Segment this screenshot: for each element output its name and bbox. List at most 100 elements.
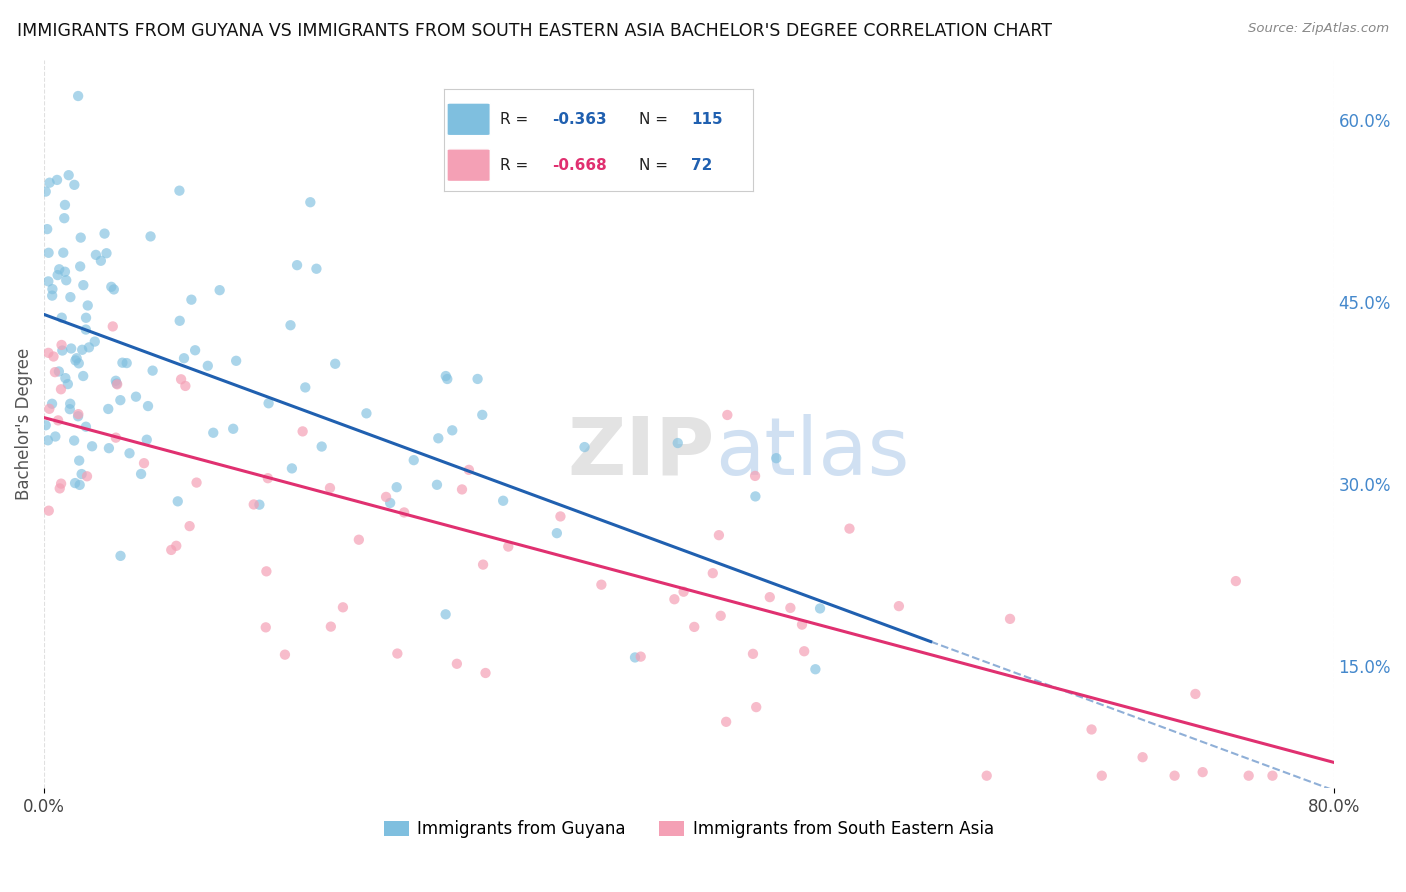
Point xyxy=(46,268,69,282)
Point xyxy=(441,423,464,437)
Point xyxy=(186,475,208,490)
Point xyxy=(179,519,201,533)
Point xyxy=(887,599,910,614)
Point xyxy=(173,351,195,366)
Point xyxy=(492,493,515,508)
Point xyxy=(630,649,652,664)
Point xyxy=(392,505,415,519)
Point xyxy=(434,607,457,622)
Point xyxy=(169,314,191,328)
Point xyxy=(380,496,402,510)
Point xyxy=(56,377,79,392)
Point xyxy=(257,471,280,485)
Point xyxy=(97,441,120,455)
Point xyxy=(53,211,76,226)
Point xyxy=(457,463,479,477)
Point xyxy=(474,665,496,680)
Point xyxy=(103,282,125,296)
Point xyxy=(319,619,342,633)
Point xyxy=(110,393,132,408)
Point xyxy=(63,434,86,448)
Point xyxy=(745,700,768,714)
Point xyxy=(69,230,91,244)
Point xyxy=(49,476,72,491)
Point xyxy=(707,528,730,542)
Point xyxy=(385,480,408,494)
Point xyxy=(779,600,801,615)
Point xyxy=(44,429,66,443)
Point xyxy=(222,422,245,436)
Point xyxy=(257,396,280,410)
Point xyxy=(90,253,112,268)
Point xyxy=(1163,769,1185,783)
Point xyxy=(280,318,302,333)
Point xyxy=(65,353,87,368)
Point xyxy=(702,566,724,581)
Point xyxy=(169,184,191,198)
Point xyxy=(97,401,120,416)
Point xyxy=(759,590,782,604)
Legend: Immigrants from Guyana, Immigrants from South Eastern Asia: Immigrants from Guyana, Immigrants from … xyxy=(377,814,1000,845)
Point xyxy=(76,469,98,483)
Text: ZIP: ZIP xyxy=(568,414,714,491)
Point xyxy=(80,439,103,453)
Point xyxy=(254,620,277,634)
Point xyxy=(37,346,59,360)
Point xyxy=(136,399,159,413)
Point xyxy=(37,274,59,288)
Point xyxy=(48,364,70,378)
Point xyxy=(472,558,495,572)
Point xyxy=(672,584,695,599)
Point xyxy=(1132,750,1154,764)
Point xyxy=(666,436,689,450)
Point xyxy=(427,431,450,445)
Point xyxy=(387,647,409,661)
Point xyxy=(105,376,128,391)
Point xyxy=(446,657,468,671)
Point xyxy=(67,407,90,421)
Point xyxy=(59,397,82,411)
Point xyxy=(402,453,425,467)
Point xyxy=(664,592,686,607)
Point xyxy=(38,176,60,190)
Point xyxy=(70,343,93,357)
Point xyxy=(105,377,128,392)
Point xyxy=(765,451,787,466)
Point xyxy=(804,662,827,676)
Point xyxy=(716,408,738,422)
Point xyxy=(75,419,97,434)
Y-axis label: Bachelor's Degree: Bachelor's Degree xyxy=(15,348,32,500)
Point xyxy=(332,600,354,615)
Point xyxy=(714,714,737,729)
Point xyxy=(208,283,231,297)
Point xyxy=(60,342,83,356)
Point xyxy=(67,453,90,467)
Point xyxy=(49,382,72,396)
Point xyxy=(115,356,138,370)
Point xyxy=(67,89,90,103)
Point xyxy=(294,380,316,394)
Point xyxy=(48,482,70,496)
Point xyxy=(436,372,458,386)
Point xyxy=(976,769,998,783)
Point xyxy=(434,369,457,384)
Point xyxy=(96,246,118,260)
Point xyxy=(225,353,247,368)
Point xyxy=(44,365,66,379)
Point xyxy=(110,549,132,563)
Point xyxy=(38,504,60,518)
Point xyxy=(471,408,494,422)
Point xyxy=(1091,769,1114,783)
Point xyxy=(70,467,93,481)
Point xyxy=(197,359,219,373)
Point xyxy=(46,413,69,427)
Point xyxy=(51,338,73,352)
Point xyxy=(51,310,73,325)
Point xyxy=(160,543,183,558)
Point xyxy=(1237,769,1260,783)
Point xyxy=(299,195,322,210)
Point xyxy=(142,364,165,378)
Point xyxy=(41,288,63,302)
Point xyxy=(139,229,162,244)
Point xyxy=(744,490,766,504)
